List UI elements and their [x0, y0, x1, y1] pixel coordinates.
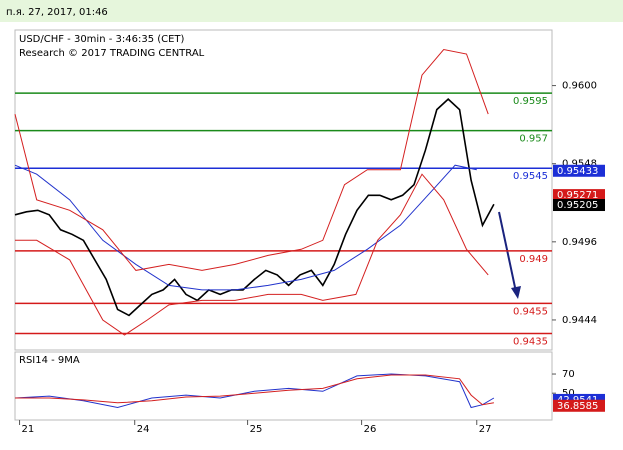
- rsi-panel: [14, 351, 553, 421]
- level-label: 0.9545: [513, 171, 548, 182]
- level-label: 0.9435: [513, 336, 548, 347]
- main-panel: [14, 29, 553, 351]
- series-line: [14, 373, 495, 409]
- y-tick-label: 0.9444: [562, 315, 597, 326]
- level-label: 0.9595: [513, 96, 548, 107]
- series-line: [14, 98, 495, 317]
- price-box: [553, 189, 605, 202]
- price-box: [553, 399, 605, 412]
- series-line: [15, 173, 489, 336]
- forecast-arrow: [498, 211, 517, 293]
- x-tick-label: 25: [250, 424, 263, 435]
- price-box-label: 0.95271: [557, 190, 598, 201]
- x-tick-label: 21: [22, 424, 35, 435]
- y-tick-label: 70: [562, 369, 575, 380]
- y-tick-label: 0.9496: [562, 237, 597, 248]
- chart-subtitle: Research © 2017 TRADING CENTRAL: [19, 48, 205, 59]
- price-box: [553, 164, 605, 177]
- level-label: 0.957: [519, 134, 548, 145]
- arrow-head: [511, 286, 521, 299]
- price-box-label: 36.8585: [557, 401, 598, 412]
- price-box: [553, 199, 605, 212]
- y-tick-label: 0.9548: [562, 159, 597, 170]
- level-label: 0.9455: [513, 306, 548, 317]
- y-tick-label: 0.9600: [562, 81, 597, 92]
- series-line: [14, 164, 477, 291]
- x-tick-label: 27: [479, 424, 492, 435]
- x-tick-label: 26: [364, 424, 377, 435]
- header-bar: [0, 0, 623, 22]
- x-tick-label: 24: [137, 424, 150, 435]
- level-label: 0.949: [519, 254, 548, 265]
- header-text: п.я. 27, 2017, 01:46: [6, 7, 108, 18]
- rsi-title: RSI14 - 9MA: [19, 355, 80, 366]
- chart-title: USD/CHF - 30min - 3:46:35 (CET): [19, 34, 185, 45]
- y-tick-label: 50: [562, 388, 575, 399]
- price-box-label: 0.95433: [557, 166, 598, 177]
- series-line: [15, 374, 494, 406]
- series-line: [14, 48, 489, 271]
- price-box-label: 0.95205: [557, 200, 598, 211]
